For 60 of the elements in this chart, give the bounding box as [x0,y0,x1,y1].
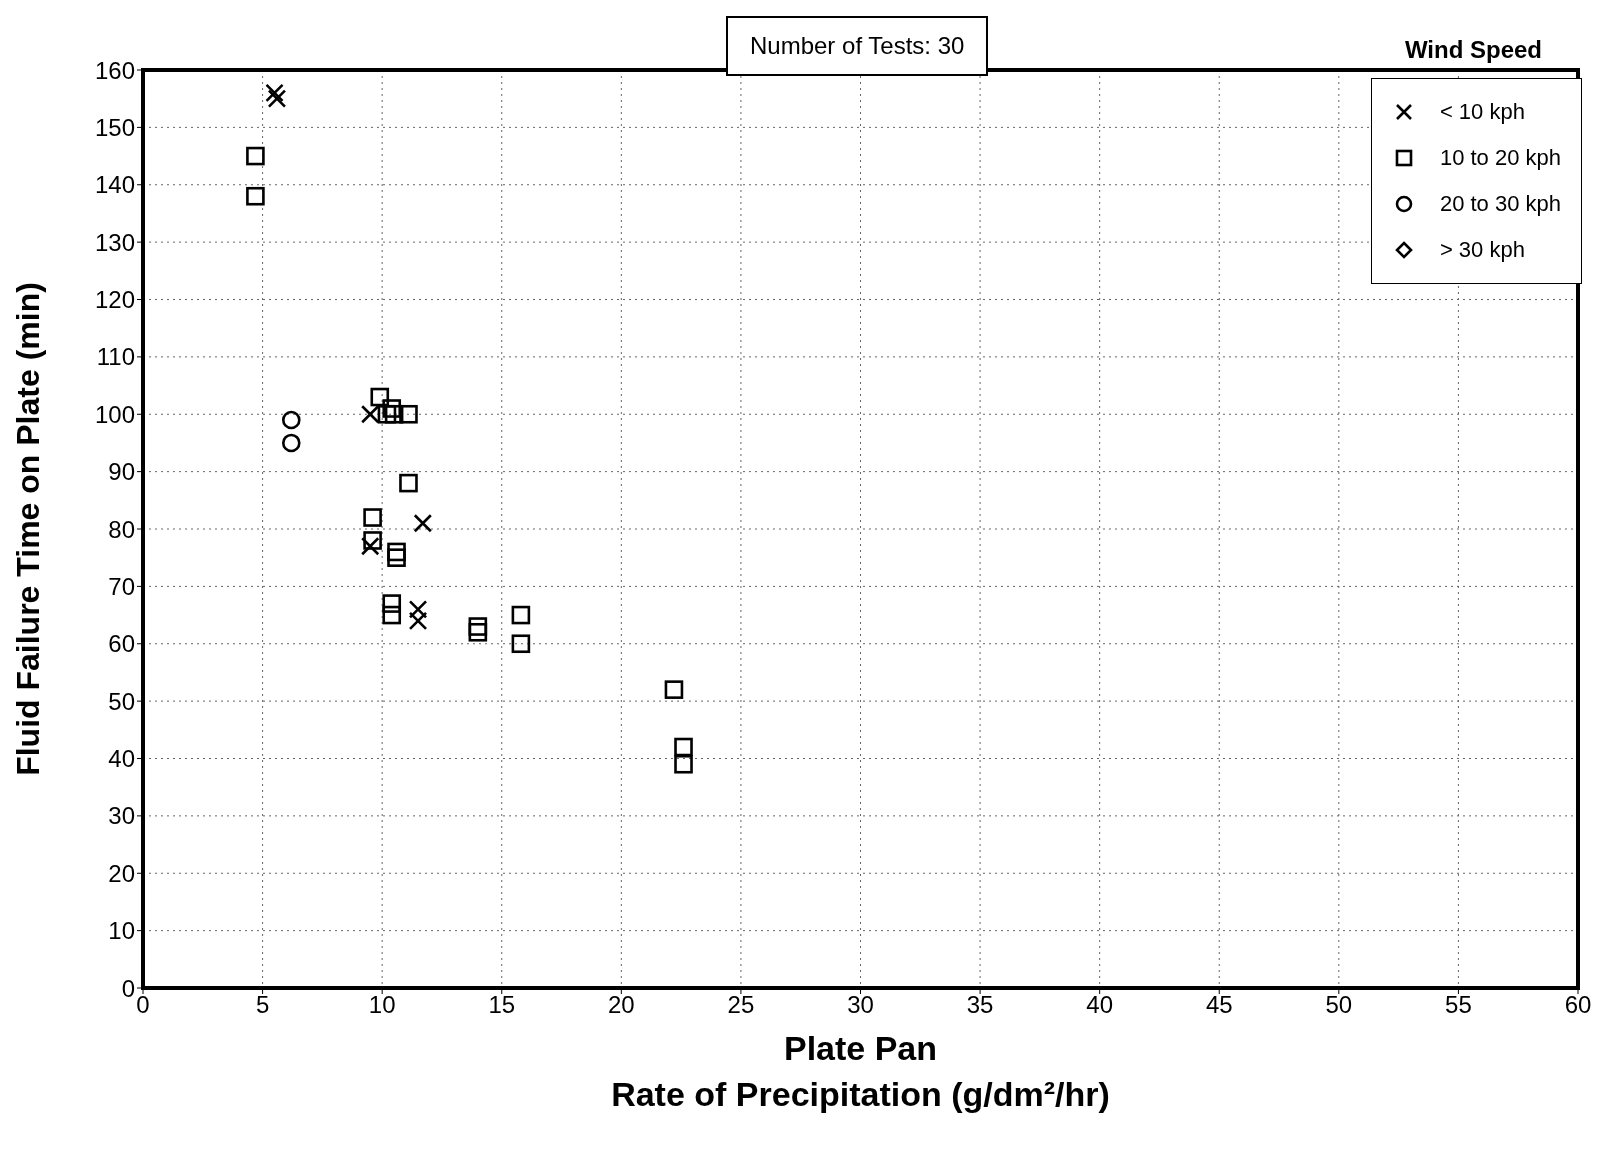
point [387,548,406,567]
legend-label: 20 to 30 kph [1439,191,1561,217]
y-tick-label: 150 [94,113,135,141]
point [664,680,684,699]
point [674,754,693,774]
point [408,611,428,631]
point [399,473,418,493]
x-tick-label: 40 [1086,991,1114,1019]
point [384,404,404,424]
point [511,634,531,654]
point [408,600,428,619]
point [468,622,488,642]
y-tick-label: 120 [94,286,135,314]
y-tick-label: 80 [108,515,135,543]
x-tick-label: 5 [255,991,270,1019]
point [281,410,301,430]
legend-label: 10 to 20 kph [1439,145,1561,171]
point [360,404,380,424]
y-tick-label: 130 [94,228,135,256]
y-tick-label: 160 [94,56,135,84]
x-tick-label: 55 [1445,991,1472,1019]
x-tick-label: 45 [1205,991,1233,1019]
point [363,531,382,550]
x-tick-label: 10 [368,991,396,1019]
y-tick-label: 20 [108,859,135,887]
x-tick-label: 60 [1564,991,1592,1019]
point [382,605,402,625]
x-tick-label: 20 [607,991,635,1019]
y-tick-label: 70 [108,572,135,600]
legend-title: Wind Speed [1404,36,1542,64]
y-axis-title: Fluid Failure Time on Plate (min) [10,282,47,776]
point [265,83,284,103]
point [413,513,433,533]
legend-label: > 30 kph [1439,237,1525,263]
x-tick-label: 50 [1325,991,1353,1019]
x-tick-label: 30 [847,991,874,1019]
y-tick-label: 60 [108,630,135,658]
x-tick-label: 35 [966,991,994,1019]
y-tick-label: 0 [121,974,135,1002]
text: Number of Tests: 30 [726,16,989,76]
point [363,508,382,527]
y-tick-label: 110 [96,343,135,371]
y-tick-label: 10 [108,917,135,945]
point [246,186,265,206]
legend-label: < 10 kph [1439,99,1525,125]
y-tick-label: 140 [94,171,135,199]
y-tick-label: 40 [108,745,135,773]
point [360,536,380,556]
y-tick-label: 90 [108,458,135,486]
y-tick-label: 50 [108,687,135,715]
point [267,89,287,108]
point [281,433,301,453]
point [511,605,531,625]
x-axis-title: Plate Pan Rate of Precipitation (g/dm²/hr) [611,1029,1110,1113]
x-tick-label: 25 [727,991,755,1019]
point [246,146,265,166]
x-tick-label: 15 [488,991,516,1019]
y-tick-label: 100 [94,400,135,428]
point [674,737,693,757]
y-tick-label: 30 [108,802,135,830]
